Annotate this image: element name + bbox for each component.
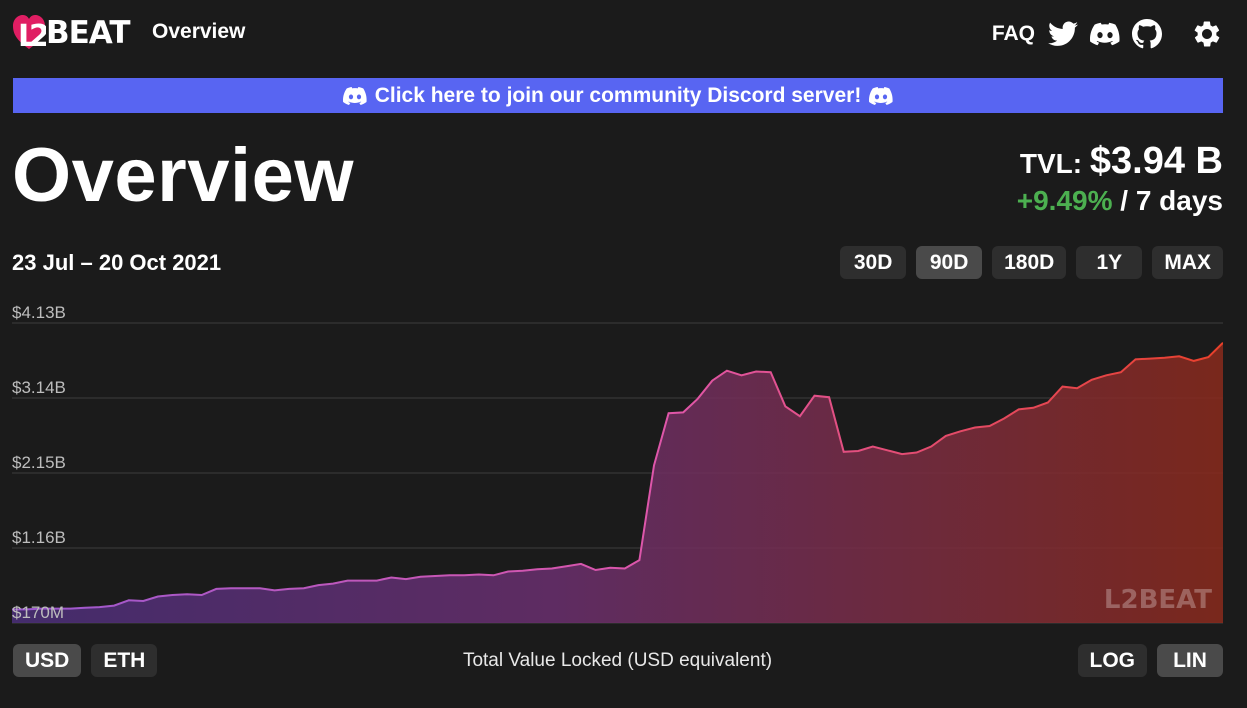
discord-icon [869,86,893,105]
tvl-line: TVL: $3.94 B [1017,140,1223,183]
l2beat-logo[interactable]: L 2 BEAT [12,10,131,56]
svg-text:2: 2 [29,19,46,53]
header-actions: FAQ [992,16,1223,52]
range-button-1y[interactable]: 1Y [1076,246,1143,279]
date-range: 23 Jul – 20 Oct 2021 [12,250,222,275]
tvl-chart[interactable]: $4.13B $3.14B $2.15B $1.16B $170M L2BEAT [12,296,1223,626]
tvl-label: TVL: [1019,148,1083,179]
discord-icon [342,86,367,105]
nav-overview-link[interactable]: Overview [152,20,246,43]
currency-button-usd[interactable]: USD [13,644,82,677]
tvl-area [12,342,1223,623]
logo-text: BEAT [46,14,131,51]
currency-selector: USD ETH [13,644,158,677]
y-axis-labels: $4.13B $3.14B $2.15B $1.16B $170M [12,303,66,622]
tvl-change: +9.49% / 7 days [1017,185,1223,217]
y-tick-label: $3.14B [12,378,66,397]
tvl-change-period: / 7 days [1120,185,1223,216]
faq-link[interactable]: FAQ [991,22,1035,45]
y-tick-label: $2.15B [12,453,66,472]
svg-text:L: L [18,19,37,53]
range-button-90d[interactable]: 90D [916,246,983,279]
scale-selector: LOG LIN [1077,644,1223,677]
range-button-30d[interactable]: 30D [840,246,907,279]
discord-banner[interactable]: Click here to join our community Discord… [13,78,1223,113]
tvl-change-percent: +9.49% [1016,185,1113,216]
tvl-line-series [12,341,1223,611]
twitter-icon[interactable] [1047,18,1079,50]
banner-text: Click here to join our community Discord… [374,83,862,107]
currency-button-eth[interactable]: ETH [91,644,158,677]
y-tick-label: $170M [12,603,64,622]
top-bar: L 2 BEAT Overview FAQ [0,0,1247,70]
scale-button-lin[interactable]: LIN [1157,644,1223,677]
range-selector: 30D 90D 180D 1Y MAX [840,246,1223,279]
tvl-summary: TVL: $3.94 B +9.49% / 7 days [1017,140,1223,217]
chart-caption: Total Value Locked (USD equivalent) [462,650,773,671]
tvl-value: $3.94 B [1089,140,1223,182]
page-title: Overview [12,133,354,218]
y-tick-label: $1.16B [12,528,66,547]
chart-watermark: L2BEAT [1104,585,1212,615]
y-tick-label: $4.13B [12,303,66,322]
gear-icon[interactable] [1191,18,1223,50]
range-button-max[interactable]: MAX [1152,246,1223,279]
logo-heart-icon: L 2 [13,15,46,53]
range-button-180d[interactable]: 180D [992,246,1067,279]
github-icon[interactable] [1131,18,1163,50]
discord-icon[interactable] [1089,18,1121,50]
scale-button-log[interactable]: LOG [1077,644,1147,677]
